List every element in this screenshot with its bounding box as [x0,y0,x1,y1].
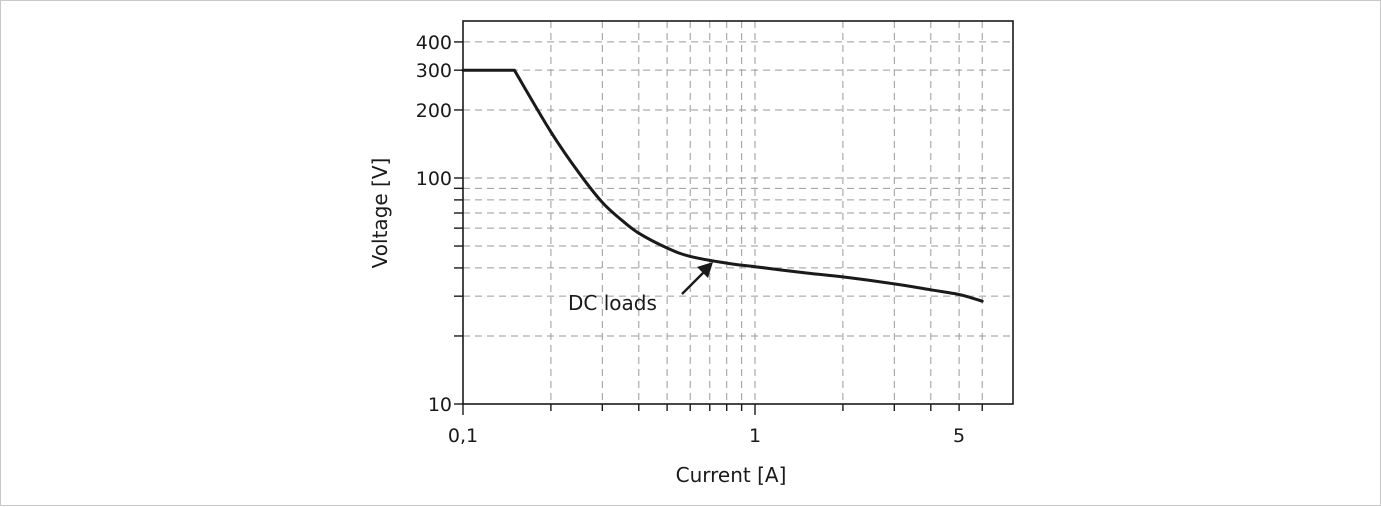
y-axis-title: Voltage [V] [368,158,392,269]
series-layer [461,68,984,303]
annotation-arrow-head [697,262,713,278]
annotation-label: DC loads [568,291,657,315]
y-tick-label: 200 [416,100,452,122]
tick-labels-layer: 0,1 1 5 10 100 200 300 400 [416,32,965,447]
series-line [461,68,984,303]
ticks-layer [454,41,983,415]
annotation-arrow-line [681,270,706,295]
y-tick-label: 100 [416,168,452,190]
y-tick-label: 400 [416,32,452,54]
x-tick-label: 5 [953,425,965,447]
grid-layer [463,21,1013,404]
annotation-dc-loads: DC loads [568,262,713,315]
x-axis-title: Current [A] [676,463,787,487]
x-tick-label: 0,1 [448,425,478,447]
plot-area [462,20,1014,405]
x-tick-label: 1 [749,425,761,447]
y-tick-label: 300 [416,60,452,82]
y-tick-label: 10 [428,394,452,416]
